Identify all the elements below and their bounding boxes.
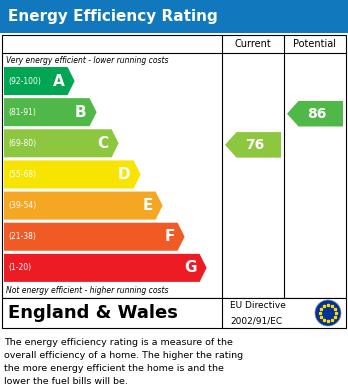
Text: (92-100): (92-100) <box>8 77 41 86</box>
Polygon shape <box>4 67 74 95</box>
Text: overall efficiency of a home. The higher the rating: overall efficiency of a home. The higher… <box>4 351 243 360</box>
Text: (21-38): (21-38) <box>8 232 36 241</box>
Polygon shape <box>4 223 184 251</box>
Text: Energy Efficiency Rating: Energy Efficiency Rating <box>8 9 218 24</box>
Text: Very energy efficient - lower running costs: Very energy efficient - lower running co… <box>6 56 168 65</box>
Text: 86: 86 <box>307 107 326 121</box>
Text: 76: 76 <box>245 138 264 152</box>
Bar <box>0 0 348 33</box>
Text: B: B <box>75 105 87 120</box>
Text: (81-91): (81-91) <box>8 108 36 117</box>
Polygon shape <box>4 192 163 220</box>
Text: England & Wales: England & Wales <box>8 304 178 322</box>
Text: Not energy efficient - higher running costs: Not energy efficient - higher running co… <box>6 286 168 295</box>
Text: (69-80): (69-80) <box>8 139 36 148</box>
Text: 2002/91/EC: 2002/91/EC <box>230 316 282 325</box>
Text: The energy efficiency rating is a measure of the: The energy efficiency rating is a measur… <box>4 338 233 347</box>
Text: F: F <box>164 229 175 244</box>
Text: (39-54): (39-54) <box>8 201 36 210</box>
Text: E: E <box>142 198 153 213</box>
Text: (55-68): (55-68) <box>8 170 36 179</box>
Text: EU Directive: EU Directive <box>230 301 286 310</box>
Polygon shape <box>287 101 343 126</box>
Polygon shape <box>4 98 97 126</box>
Polygon shape <box>4 160 141 188</box>
Bar <box>2 35 346 298</box>
Text: the more energy efficient the home is and the: the more energy efficient the home is an… <box>4 364 224 373</box>
Circle shape <box>315 300 341 326</box>
Text: Current: Current <box>235 39 271 49</box>
Text: G: G <box>184 260 197 275</box>
Polygon shape <box>4 129 119 157</box>
Text: C: C <box>97 136 109 151</box>
Text: Potential: Potential <box>293 39 337 49</box>
Text: A: A <box>53 74 65 88</box>
Text: D: D <box>118 167 130 182</box>
Text: lower the fuel bills will be.: lower the fuel bills will be. <box>4 377 128 386</box>
Text: (1-20): (1-20) <box>8 264 31 273</box>
Polygon shape <box>4 254 207 282</box>
Bar <box>2 298 346 328</box>
Polygon shape <box>225 132 281 158</box>
